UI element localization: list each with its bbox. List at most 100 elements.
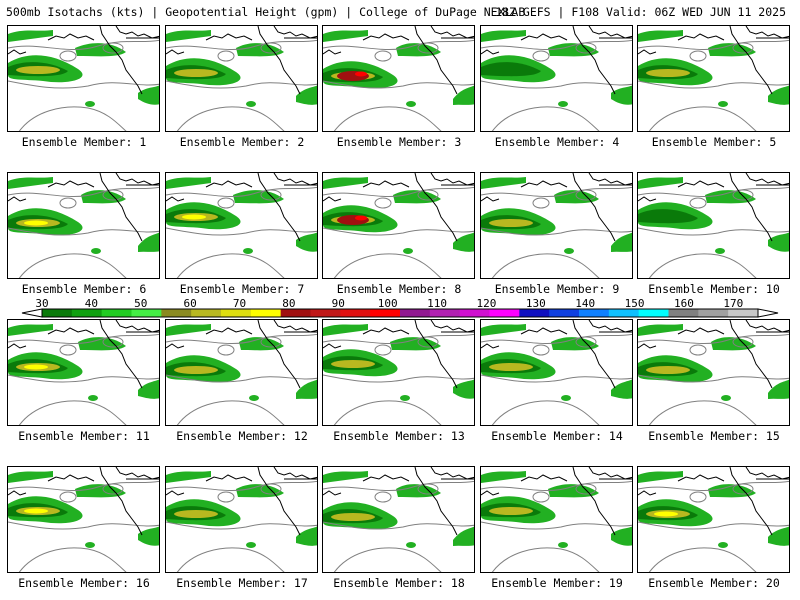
height-contour-closed [374,344,392,356]
coastline [362,474,410,482]
coastline [205,33,253,41]
height-contour [333,106,442,131]
coastline [115,467,159,480]
height-contour [166,480,317,492]
height-contour [166,80,317,89]
coastline [323,343,342,349]
height-contour [8,333,159,345]
height-contour-closed [532,344,550,356]
map-graphic [323,467,474,572]
height-contour [648,400,757,425]
isotach-band-east [611,379,632,399]
height-contour [638,521,789,530]
map-graphic [8,173,159,278]
isotach-band-east [138,379,159,399]
coastline [47,474,95,482]
isotach-band-east [768,85,789,105]
colorbar-swatch [459,309,490,317]
height-contour-closed [532,491,550,503]
isotach-spot [558,101,568,107]
coastline [572,26,616,95]
colorbar-tick-label: 110 [427,297,447,310]
height-contour [166,39,317,51]
map-graphic [8,26,159,131]
ensemble-map-panel [637,172,790,279]
isotach-spot [91,248,101,254]
coastline [481,196,500,202]
colorbar-tick-label: 30 [35,297,49,310]
coastline [47,180,95,188]
coastline [430,173,474,186]
height-contour [18,253,127,278]
ensemble-member-label: Ensemble Member: 6 [21,282,147,296]
coastline [99,173,143,242]
height-contour [491,547,600,572]
ensemble-map-panel [637,319,790,426]
isotach-spot [558,542,568,548]
ensemble-member-label: Ensemble Member: 13 [333,429,465,443]
colorbar-swatch [638,309,669,317]
coastline [481,49,500,55]
coastline [205,474,253,482]
height-contour [8,374,159,383]
colorbar-swatch [579,309,610,317]
isotach-spot [400,395,410,401]
colorbar-swatch [280,309,311,317]
colorbar-swatch [250,309,282,317]
coastline [638,490,657,496]
colorbar-tick-label: 100 [377,297,398,310]
height-contour [323,521,474,530]
colorbar-swatch [161,309,192,317]
isotach-band-90kt [355,71,367,77]
colorbar-min-arrow [21,308,43,318]
isotach-band-northwest [638,471,683,483]
isotach-band-east [453,85,474,105]
ensemble-map-panel [322,466,475,573]
height-contour-closed [689,344,707,356]
coastline [729,320,773,389]
colorbar-max-arrow [757,308,779,318]
height-contour-closed [260,189,282,201]
isotach-spot [249,395,259,401]
coastline [273,26,317,39]
height-contour [491,400,600,425]
colorbar-swatch [340,309,371,317]
isotach-band-northwest [481,471,526,483]
height-contour [323,227,474,236]
height-contour [166,333,317,345]
height-contour-closed [217,491,235,503]
coastline [638,343,657,349]
isotach-band-east [453,526,474,546]
colorbar-swatch [489,309,520,317]
coastline [205,180,253,188]
isotach-band-60kt [489,507,533,515]
valid-time-title: 18Z GEFS | F108 Valid: 06Z WED JUN 11 20… [495,5,786,19]
height-contour [166,521,317,530]
isotach-band-60kt [646,69,690,77]
isotach-band-60kt [16,66,60,74]
coastline [362,327,410,335]
isotach-band-70kt [24,364,48,370]
ensemble-map-panel [7,25,160,132]
coastline [729,173,773,242]
map-graphic [323,320,474,425]
coastline [745,26,789,39]
isotach-spot [246,542,256,548]
isotach-band-northwest [166,177,211,189]
height-contour-closed [374,50,392,62]
height-contour [8,227,159,236]
ensemble-map-panel [7,319,160,426]
height-contour-closed [732,189,754,201]
map-header: 500mb Isotachs (kts) | Geopotential Heig… [0,0,800,24]
height-contour [166,186,317,198]
ensemble-member-label: Ensemble Member: 12 [176,429,308,443]
isotach-spot [85,542,95,548]
isotach-band-east [138,232,159,252]
height-contour [323,39,474,51]
coastline [414,173,458,242]
height-contour [176,547,285,572]
height-contour-closed [417,336,439,348]
ensemble-member-label: Ensemble Member: 9 [494,282,620,296]
isotach-band-northwest [323,324,368,336]
colorbar-swatch [221,309,252,317]
